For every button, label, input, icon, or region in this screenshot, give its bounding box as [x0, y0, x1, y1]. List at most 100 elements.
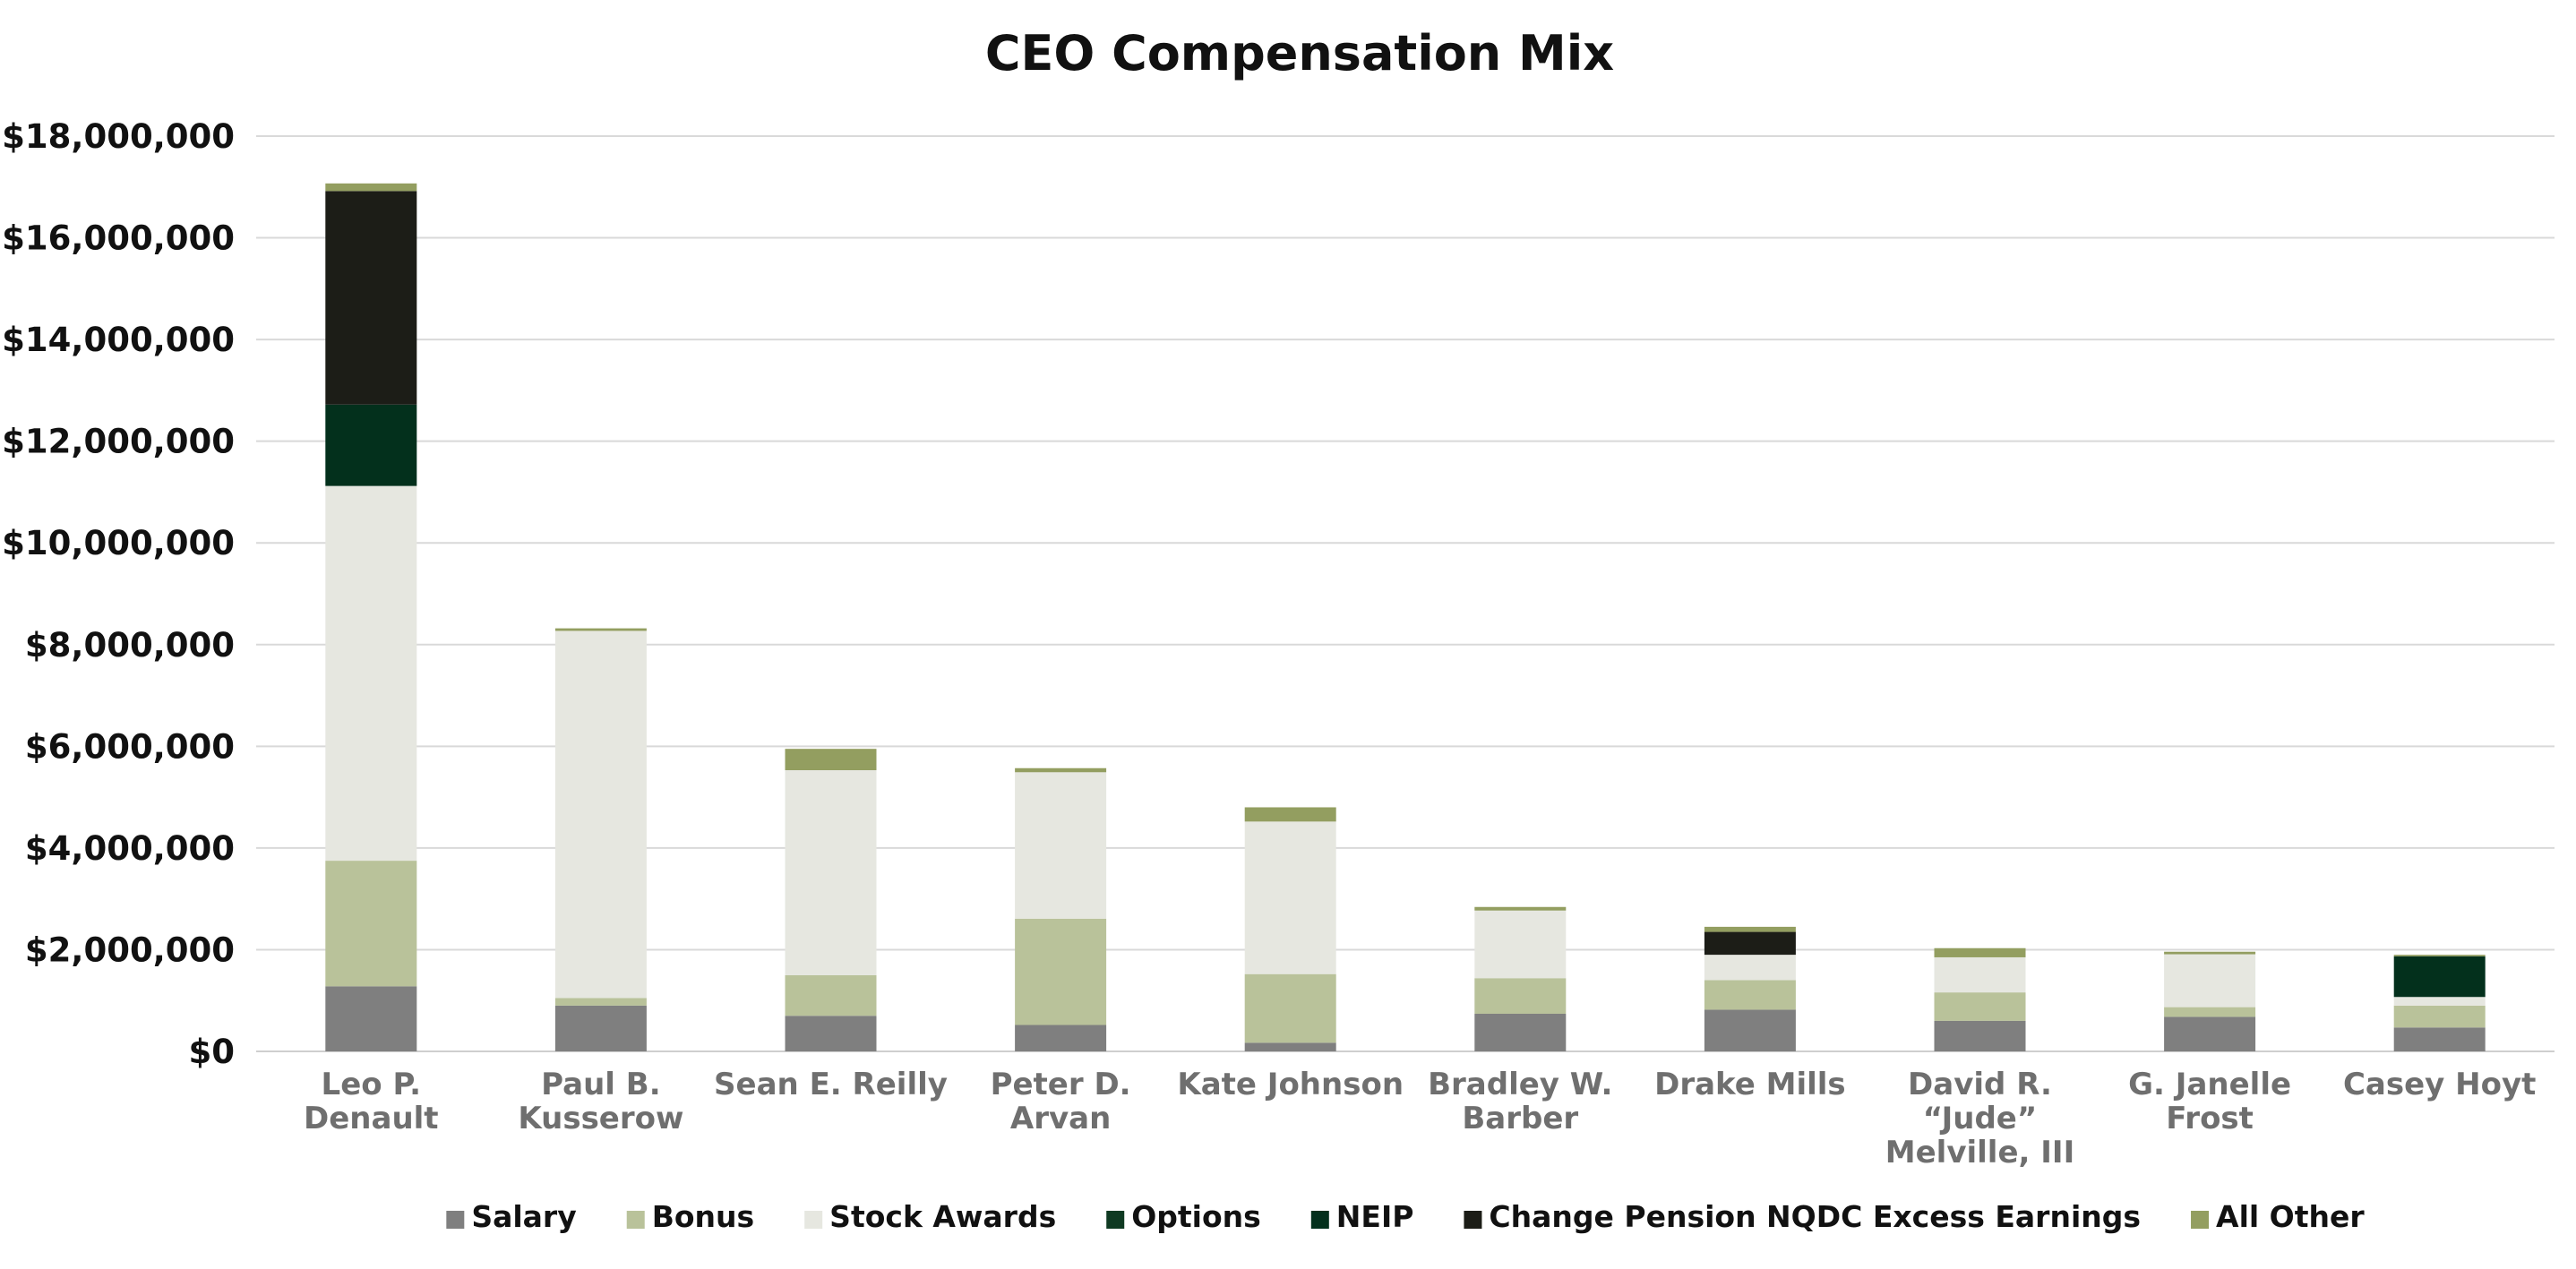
bar-segment-all-other: [1244, 807, 1336, 822]
bar-segment-stock-awards: [554, 630, 647, 999]
bar-stack-3: [1015, 767, 1107, 1051]
x-category-label: Leo P. Denault: [304, 1067, 439, 1136]
bar-stack-4: [1244, 807, 1336, 1051]
bar-segment-all-other: [1704, 926, 1796, 932]
legend: Salary Bonus Stock Awards Options NEIP Change…: [446, 1199, 2365, 1234]
y-tick-label: $10,000,000: [2, 524, 235, 562]
y-tick-label: $16,000,000: [2, 219, 235, 258]
bar-segment-salary: [2164, 1016, 2256, 1051]
x-category-label: Kate Johnson: [1177, 1067, 1404, 1102]
legend-swatch: [1310, 1211, 1329, 1229]
legend-item-stock-awards: Stock Awards: [804, 1199, 1056, 1234]
x-category-label: Peter D. Arvan: [991, 1067, 1131, 1136]
bar-segment-bonus: [785, 974, 877, 1016]
legend-swatch: [1464, 1211, 1482, 1229]
bar-segment-neip: [325, 404, 417, 486]
bar-segment-stock-awards: [1015, 772, 1107, 919]
bar-stack-8: [2164, 951, 2256, 1051]
chart-title: CEO Compensation Mix: [985, 25, 1614, 81]
x-axis-category-labels: Leo P. Denault Paul B. Kusserow Sean E. Reil…: [304, 1067, 2536, 1170]
legend-label: Change Pension NQDC Excess Earnings: [1489, 1199, 2141, 1234]
bar-segment-bonus: [1015, 918, 1107, 1025]
x-category-label: Paul B. Kusserow: [518, 1067, 683, 1136]
bar-segment-salary: [1244, 1042, 1336, 1051]
x-category-label: David R. “Jude” Melville, III: [1885, 1067, 2074, 1170]
y-axis-ticks: $0 $2,000,000 $4,000,000 $6,000,000 $8,000,0…: [2, 117, 235, 1071]
y-tick-label: $8,000,000: [25, 626, 235, 665]
bar-stack-2: [785, 749, 877, 1051]
bar-segment-salary: [785, 1016, 877, 1051]
bar-segment-stock-awards: [1934, 956, 2026, 993]
legend-label: All Other: [2216, 1199, 2365, 1234]
bar-segment-stock-awards: [1244, 821, 1336, 974]
y-tick-label: $6,000,000: [25, 727, 235, 766]
legend-swatch: [2191, 1211, 2210, 1229]
x-category-label: Drake Mills: [1654, 1067, 1846, 1102]
legend-label: NEIP: [1336, 1199, 1414, 1234]
bar-segment-stock-awards: [785, 770, 877, 975]
bar-segment-bonus: [1704, 980, 1796, 1010]
legend-item-salary: Salary: [446, 1199, 577, 1234]
bar-segment-bonus: [1934, 992, 2026, 1021]
bar-stack-5: [1474, 906, 1567, 1051]
bar-segment-bonus: [554, 998, 647, 1006]
legend-swatch: [446, 1211, 465, 1229]
x-category-label: G. Janelle Frost: [2128, 1067, 2291, 1136]
bar-segment-change-pension-nqdc-excess-earnings: [1704, 931, 1796, 956]
y-tick-label: $14,000,000: [2, 321, 235, 359]
legend-swatch: [1106, 1211, 1125, 1229]
bar-stack-1: [554, 628, 647, 1051]
x-category-label: Bradley W. Barber: [1428, 1067, 1612, 1136]
y-tick-label: $2,000,000: [25, 930, 235, 969]
bar-segment-all-other: [554, 628, 647, 631]
bar-segment-all-other: [1474, 906, 1567, 911]
bar-segment-salary: [1704, 1009, 1796, 1051]
legend-item-options: Options: [1106, 1199, 1261, 1234]
bar-segment-bonus: [325, 861, 417, 987]
y-tick-label: $4,000,000: [25, 829, 235, 868]
x-category-label: Sean E. Reilly: [714, 1067, 948, 1102]
bar-segment-stock-awards: [2164, 954, 2256, 1007]
y-tick-label: $18,000,000: [2, 117, 235, 156]
bar-segment-bonus: [2164, 1007, 2256, 1017]
legend-label: Salary: [471, 1199, 576, 1234]
bars: [325, 183, 2486, 1051]
bar-segment-salary: [325, 986, 417, 1051]
legend-item-change-pension-nqdc-excess-earnings: Change Pension NQDC Excess Earnings: [1464, 1199, 2141, 1234]
bar-segment-salary: [2393, 1027, 2486, 1051]
y-tick-label: $0: [189, 1033, 236, 1071]
legend-item-all-other: All Other: [2191, 1199, 2365, 1234]
bar-segment-salary: [1474, 1013, 1567, 1051]
bar-segment-neip: [2393, 956, 2486, 998]
bar-stack-9: [2393, 955, 2486, 1051]
bar-segment-salary: [554, 1005, 647, 1051]
bar-segment-bonus: [2393, 1005, 2486, 1028]
y-tick-label: $12,000,000: [2, 423, 235, 461]
x-category-label: Casey Hoyt: [2343, 1067, 2536, 1102]
bar-stack-7: [1934, 947, 2026, 1051]
legend-item-bonus: Bonus: [626, 1199, 754, 1234]
legend-swatch: [804, 1211, 823, 1229]
bar-segment-all-other: [1934, 947, 2026, 957]
bar-segment-bonus: [1244, 973, 1336, 1043]
legend-label: Stock Awards: [829, 1199, 1056, 1234]
bar-segment-salary: [1015, 1025, 1107, 1051]
bar-segment-all-other: [2164, 951, 2256, 955]
bar-segment-all-other: [2393, 955, 2486, 956]
bar-segment-all-other: [785, 749, 877, 771]
bar-segment-bonus: [1474, 978, 1567, 1014]
legend-label: Bonus: [652, 1199, 754, 1234]
bar-segment-stock-awards: [1704, 955, 1796, 981]
legend-item-neip: NEIP: [1310, 1199, 1414, 1234]
bar-segment-stock-awards: [1474, 910, 1567, 979]
bar-stack-0: [325, 183, 417, 1051]
bar-segment-salary: [1934, 1020, 2026, 1051]
legend-swatch: [626, 1211, 645, 1229]
bar-stack-6: [1704, 926, 1796, 1051]
bar-segment-change-pension-nqdc-excess-earnings: [325, 191, 417, 405]
bar-segment-stock-awards: [325, 485, 417, 862]
legend-label: Options: [1131, 1199, 1261, 1234]
bar-segment-stock-awards: [2393, 997, 2486, 1006]
